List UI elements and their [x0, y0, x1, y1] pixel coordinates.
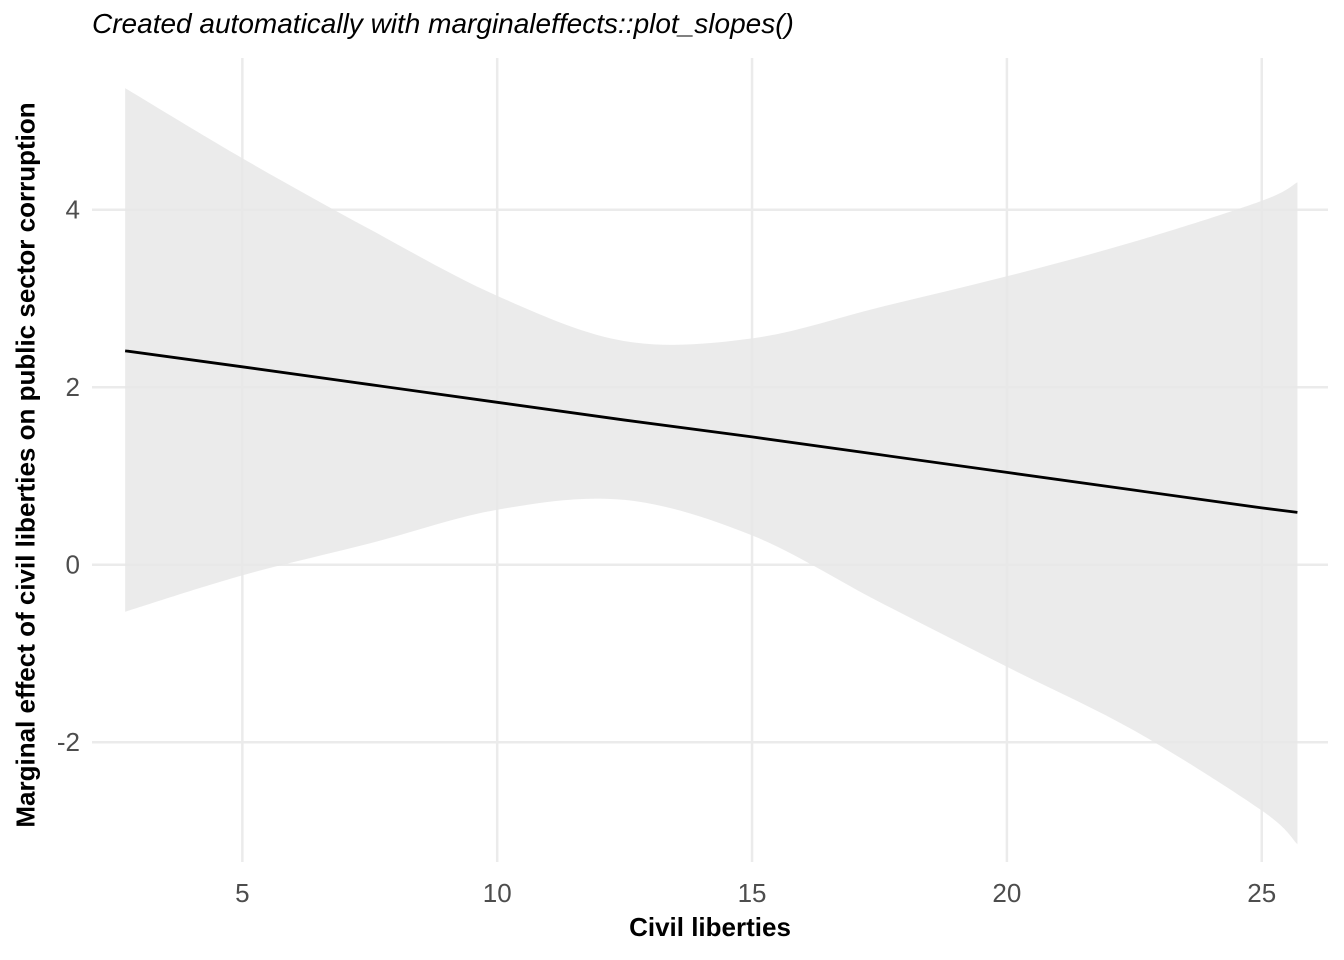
x-tick-label: 15 — [738, 878, 767, 908]
confidence-ribbon — [125, 88, 1298, 845]
y-tick-label: 4 — [66, 195, 80, 225]
y-axis-label-text: Marginal effect of civil liberties on pu… — [10, 102, 41, 828]
x-tick-label: 5 — [235, 878, 249, 908]
x-tick-label: 25 — [1247, 878, 1276, 908]
y-tick-label: 0 — [66, 550, 80, 580]
x-tick-label: 10 — [483, 878, 512, 908]
estimate-line — [124, 349, 1298, 514]
y-tick-label: -2 — [57, 727, 80, 757]
x-axis-label: Civil liberties — [629, 912, 791, 942]
x-tick-label: 20 — [992, 878, 1021, 908]
y-tick-label: 2 — [66, 372, 80, 402]
chart-title: Created automatically with marginaleffec… — [92, 8, 794, 39]
